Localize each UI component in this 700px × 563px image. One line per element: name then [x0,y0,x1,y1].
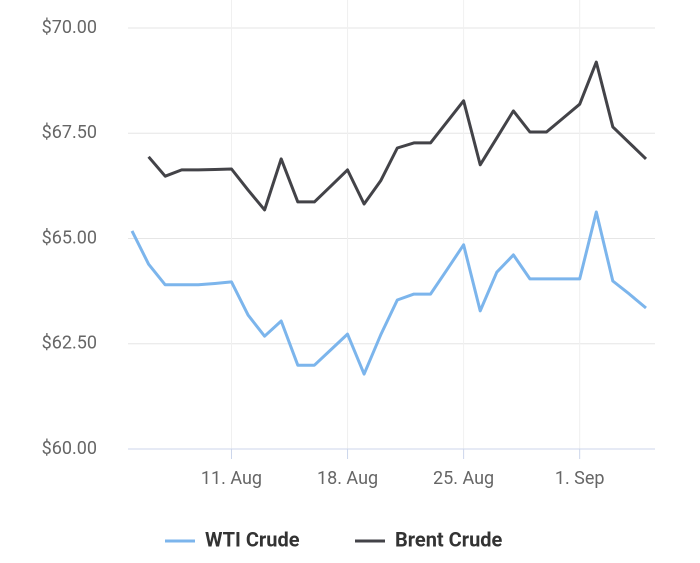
x-tick-label: 11. Aug [201,468,262,489]
y-tick-label: $60.00 [42,438,97,459]
y-tick-label: $62.50 [42,333,97,354]
legend-label: WTI Crude [205,527,300,551]
y-tick-label: $65.00 [42,227,97,248]
x-tick-label: 1. Sep [555,468,605,489]
x-tick-label: 18. Aug [317,468,378,489]
x-tick-label: 25. Aug [433,468,494,489]
y-tick-label: $70.00 [42,17,97,38]
series-line [130,210,647,376]
y-tick-label: $67.50 [42,122,97,143]
legend-label: Brent Crude [395,527,503,551]
series-line [147,60,648,212]
